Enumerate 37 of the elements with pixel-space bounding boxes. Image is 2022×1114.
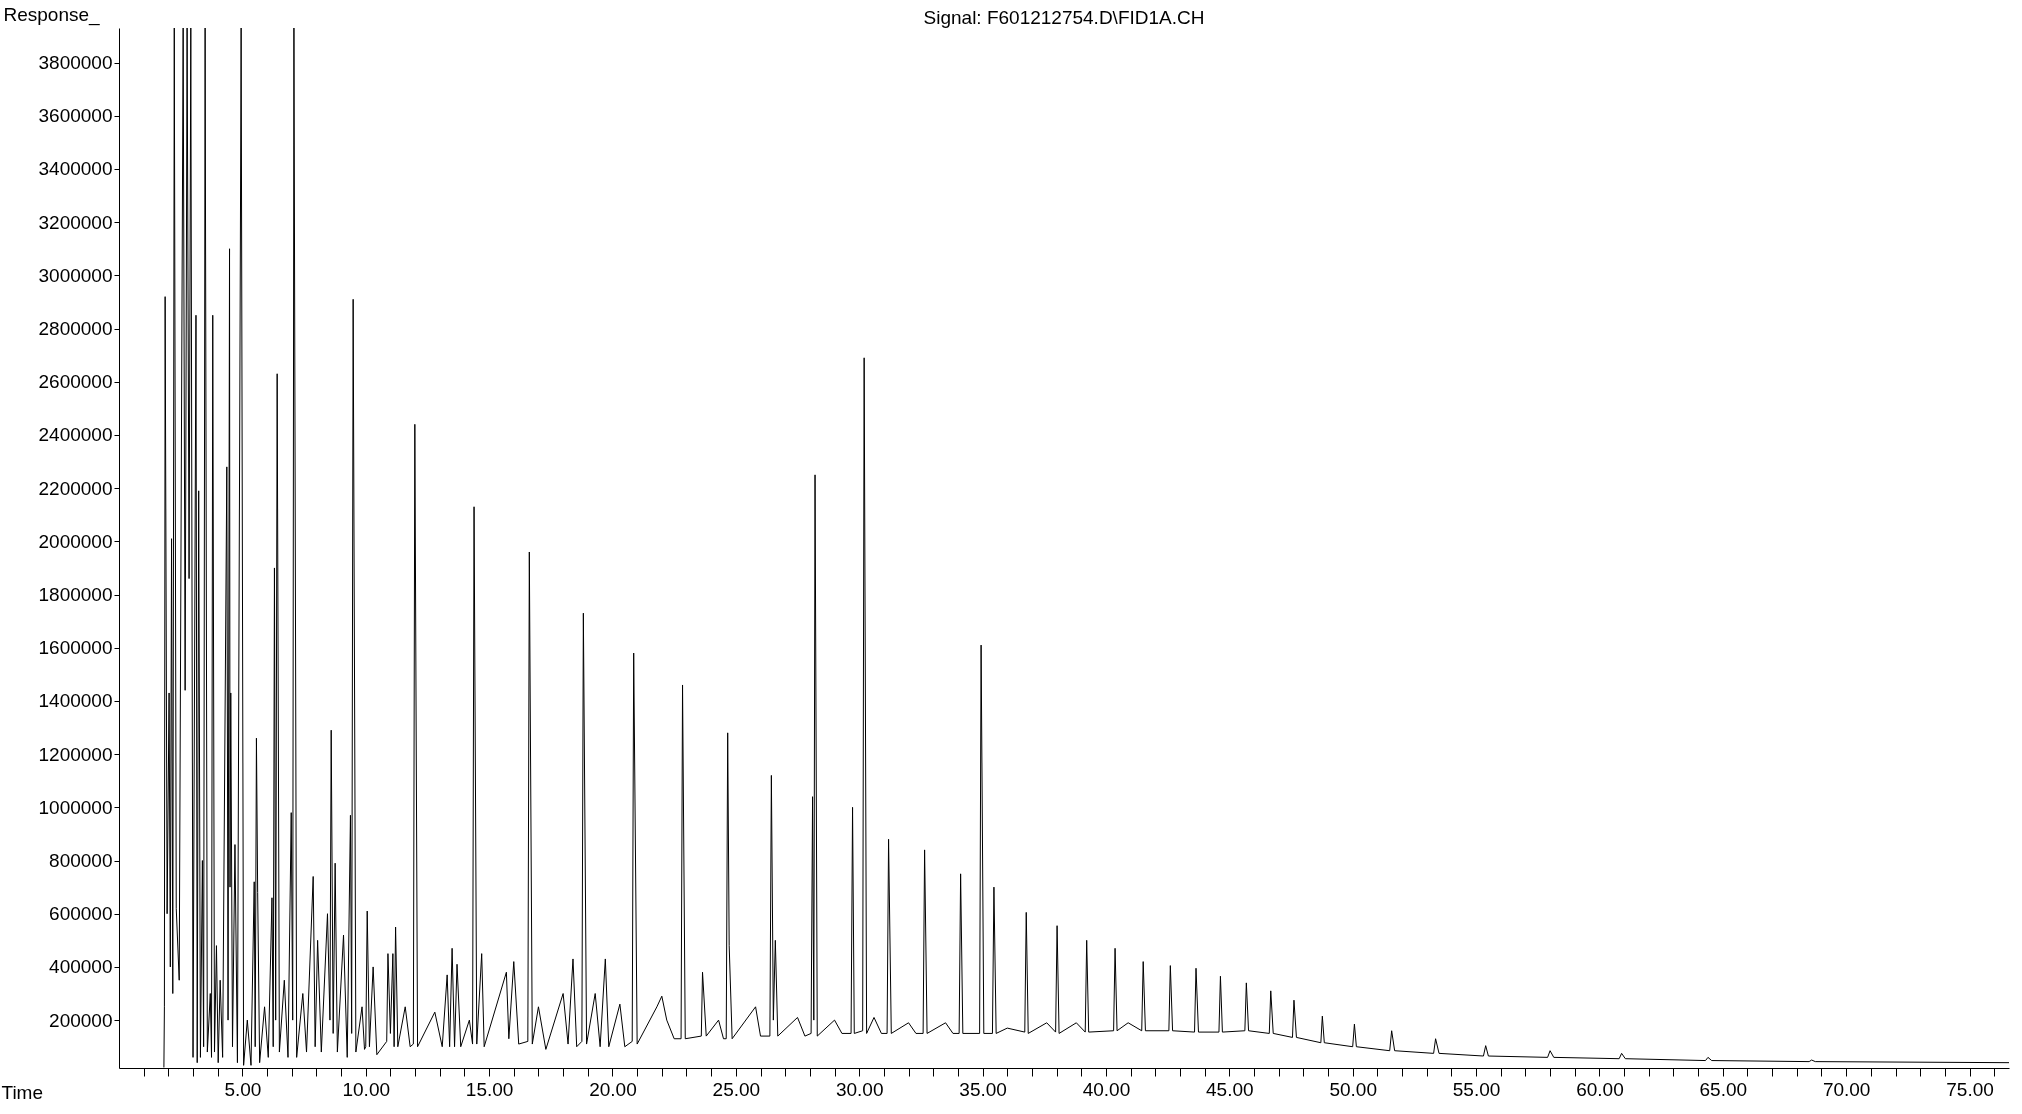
x-tick-label: 5.00 bbox=[224, 1078, 262, 1100]
y-tick-label: 1200000 bbox=[38, 743, 113, 765]
y-tick-label: 200000 bbox=[49, 1009, 113, 1031]
y-tick-label: 3400000 bbox=[38, 158, 113, 180]
y-tick-label: 2200000 bbox=[38, 477, 113, 499]
y-tick-label: 2800000 bbox=[38, 318, 113, 340]
y-tick-label: 1800000 bbox=[38, 584, 113, 606]
y-tick-label: 3600000 bbox=[38, 105, 113, 127]
y-tick-label: 400000 bbox=[49, 956, 113, 978]
y-tick-label: 1400000 bbox=[38, 690, 113, 712]
y-tick-label: 1600000 bbox=[38, 637, 113, 659]
y-tick-label: 3800000 bbox=[38, 52, 113, 74]
x-tick-label: 25.00 bbox=[712, 1078, 761, 1100]
y-tick-label: 600000 bbox=[49, 903, 113, 925]
y-tick-label: 2400000 bbox=[38, 424, 113, 446]
y-axis-title: Response_ bbox=[3, 3, 101, 26]
x-tick-label: 55.00 bbox=[1452, 1078, 1501, 1100]
y-tick-label: 3200000 bbox=[38, 211, 113, 233]
x-tick-label: 45.00 bbox=[1206, 1078, 1254, 1100]
x-tick-label: 60.00 bbox=[1576, 1078, 1624, 1100]
y-tick-label: 3000000 bbox=[38, 264, 113, 286]
y-tick-label: 1000000 bbox=[38, 796, 113, 818]
x-tick-label: 40.00 bbox=[1082, 1078, 1131, 1100]
x-axis-title: Time bbox=[1, 1081, 44, 1103]
x-tick-label: 15.00 bbox=[465, 1078, 514, 1100]
x-tick-label: 50.00 bbox=[1329, 1078, 1377, 1100]
x-tick-label: 10.00 bbox=[342, 1078, 391, 1100]
x-tick-label: 75.00 bbox=[1946, 1078, 1994, 1100]
y-tick-label: 2000000 bbox=[38, 530, 113, 552]
y-tick-label: 2600000 bbox=[38, 371, 113, 393]
x-tick-label: 70.00 bbox=[1822, 1078, 1871, 1100]
y-tick-label: 800000 bbox=[49, 850, 113, 872]
x-tick-label: 30.00 bbox=[835, 1078, 884, 1100]
x-tick-label: 65.00 bbox=[1699, 1078, 1748, 1100]
x-tick-label: 20.00 bbox=[589, 1078, 637, 1100]
x-tick-label: 35.00 bbox=[959, 1078, 1007, 1100]
chart-title: Signal: F601212754.D\FID1A.CH bbox=[923, 7, 1205, 28]
